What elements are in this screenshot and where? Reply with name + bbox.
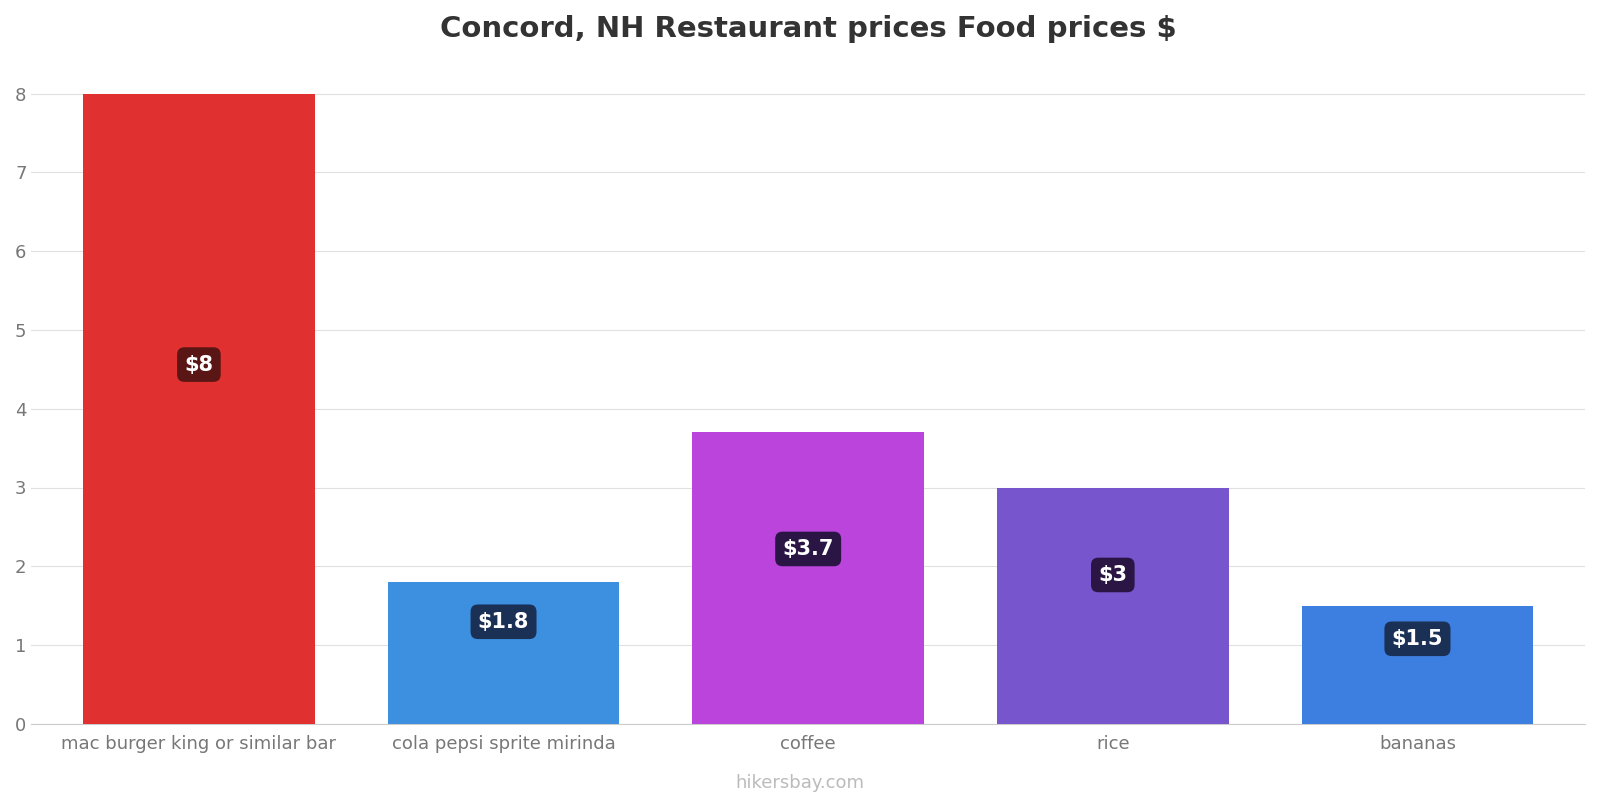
Bar (997, 487, 1229, 724)
Bar (83, 94, 315, 724)
Text: $8: $8 (184, 354, 213, 374)
Text: hikersbay.com: hikersbay.com (736, 774, 864, 792)
Bar (387, 582, 619, 724)
Title: Concord, NH Restaurant prices Food prices $: Concord, NH Restaurant prices Food price… (440, 15, 1176, 43)
Text: $3: $3 (1098, 565, 1128, 585)
Text: $1.8: $1.8 (478, 612, 530, 632)
Text: $1.5: $1.5 (1392, 629, 1443, 649)
Bar (1302, 606, 1533, 724)
Text: $3.7: $3.7 (782, 539, 834, 559)
Bar (693, 432, 923, 724)
